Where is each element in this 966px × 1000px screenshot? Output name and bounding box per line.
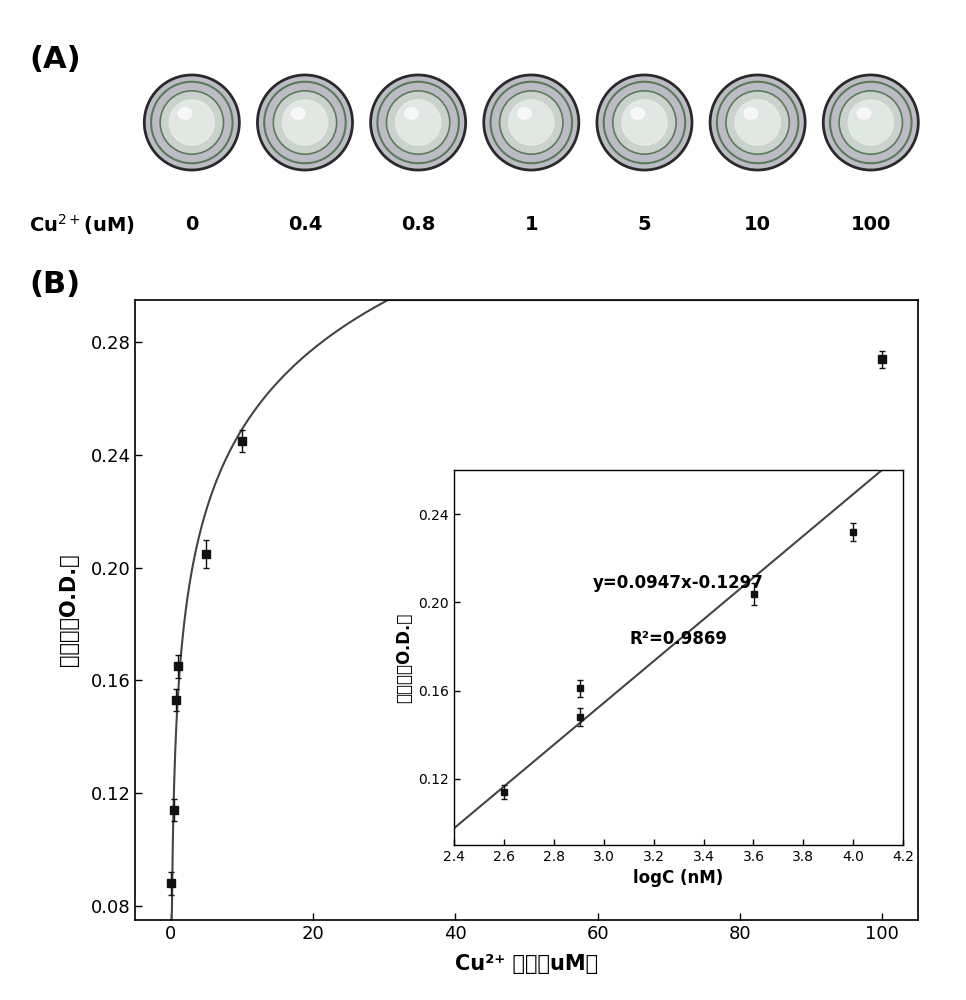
Ellipse shape (282, 100, 327, 145)
Text: (A): (A) (29, 45, 80, 74)
Ellipse shape (169, 100, 214, 145)
Text: 0: 0 (185, 216, 198, 234)
Ellipse shape (839, 91, 902, 154)
Text: 100: 100 (851, 216, 891, 234)
X-axis label: Cu²⁺ 浓度（uM）: Cu²⁺ 浓度（uM） (455, 954, 598, 974)
Text: 10: 10 (744, 216, 771, 234)
Text: (B): (B) (29, 270, 80, 299)
Ellipse shape (823, 75, 919, 170)
Text: R²=0.9869: R²=0.9869 (630, 630, 727, 648)
Ellipse shape (735, 100, 781, 145)
Ellipse shape (371, 75, 466, 170)
Text: 5: 5 (638, 216, 651, 234)
Text: 0.4: 0.4 (288, 216, 323, 234)
Y-axis label: 光密度（O.D.）: 光密度（O.D.） (395, 612, 412, 703)
Ellipse shape (292, 108, 305, 119)
Y-axis label: 光密度（O.D.）: 光密度（O.D.） (59, 554, 79, 666)
Ellipse shape (631, 108, 644, 119)
Ellipse shape (484, 75, 579, 170)
Text: y=0.0947x-0.1297: y=0.0947x-0.1297 (593, 574, 764, 591)
Ellipse shape (405, 108, 418, 119)
Ellipse shape (857, 108, 870, 119)
Ellipse shape (612, 91, 676, 154)
Text: 1: 1 (525, 216, 538, 234)
X-axis label: logC (nM): logC (nM) (634, 869, 724, 887)
Ellipse shape (144, 75, 240, 170)
Text: 0.8: 0.8 (401, 216, 436, 234)
Ellipse shape (518, 108, 531, 119)
Ellipse shape (725, 91, 789, 154)
Ellipse shape (179, 108, 192, 119)
Ellipse shape (744, 108, 757, 119)
Ellipse shape (509, 100, 554, 145)
Ellipse shape (848, 100, 894, 145)
Ellipse shape (273, 91, 337, 154)
Ellipse shape (386, 91, 450, 154)
Ellipse shape (395, 100, 440, 145)
Ellipse shape (710, 75, 805, 170)
Ellipse shape (622, 100, 668, 145)
Ellipse shape (597, 75, 692, 170)
Ellipse shape (499, 91, 563, 154)
Ellipse shape (258, 75, 353, 170)
Text: Cu$^{2+}$(uM): Cu$^{2+}$(uM) (29, 213, 135, 237)
Ellipse shape (160, 91, 223, 154)
